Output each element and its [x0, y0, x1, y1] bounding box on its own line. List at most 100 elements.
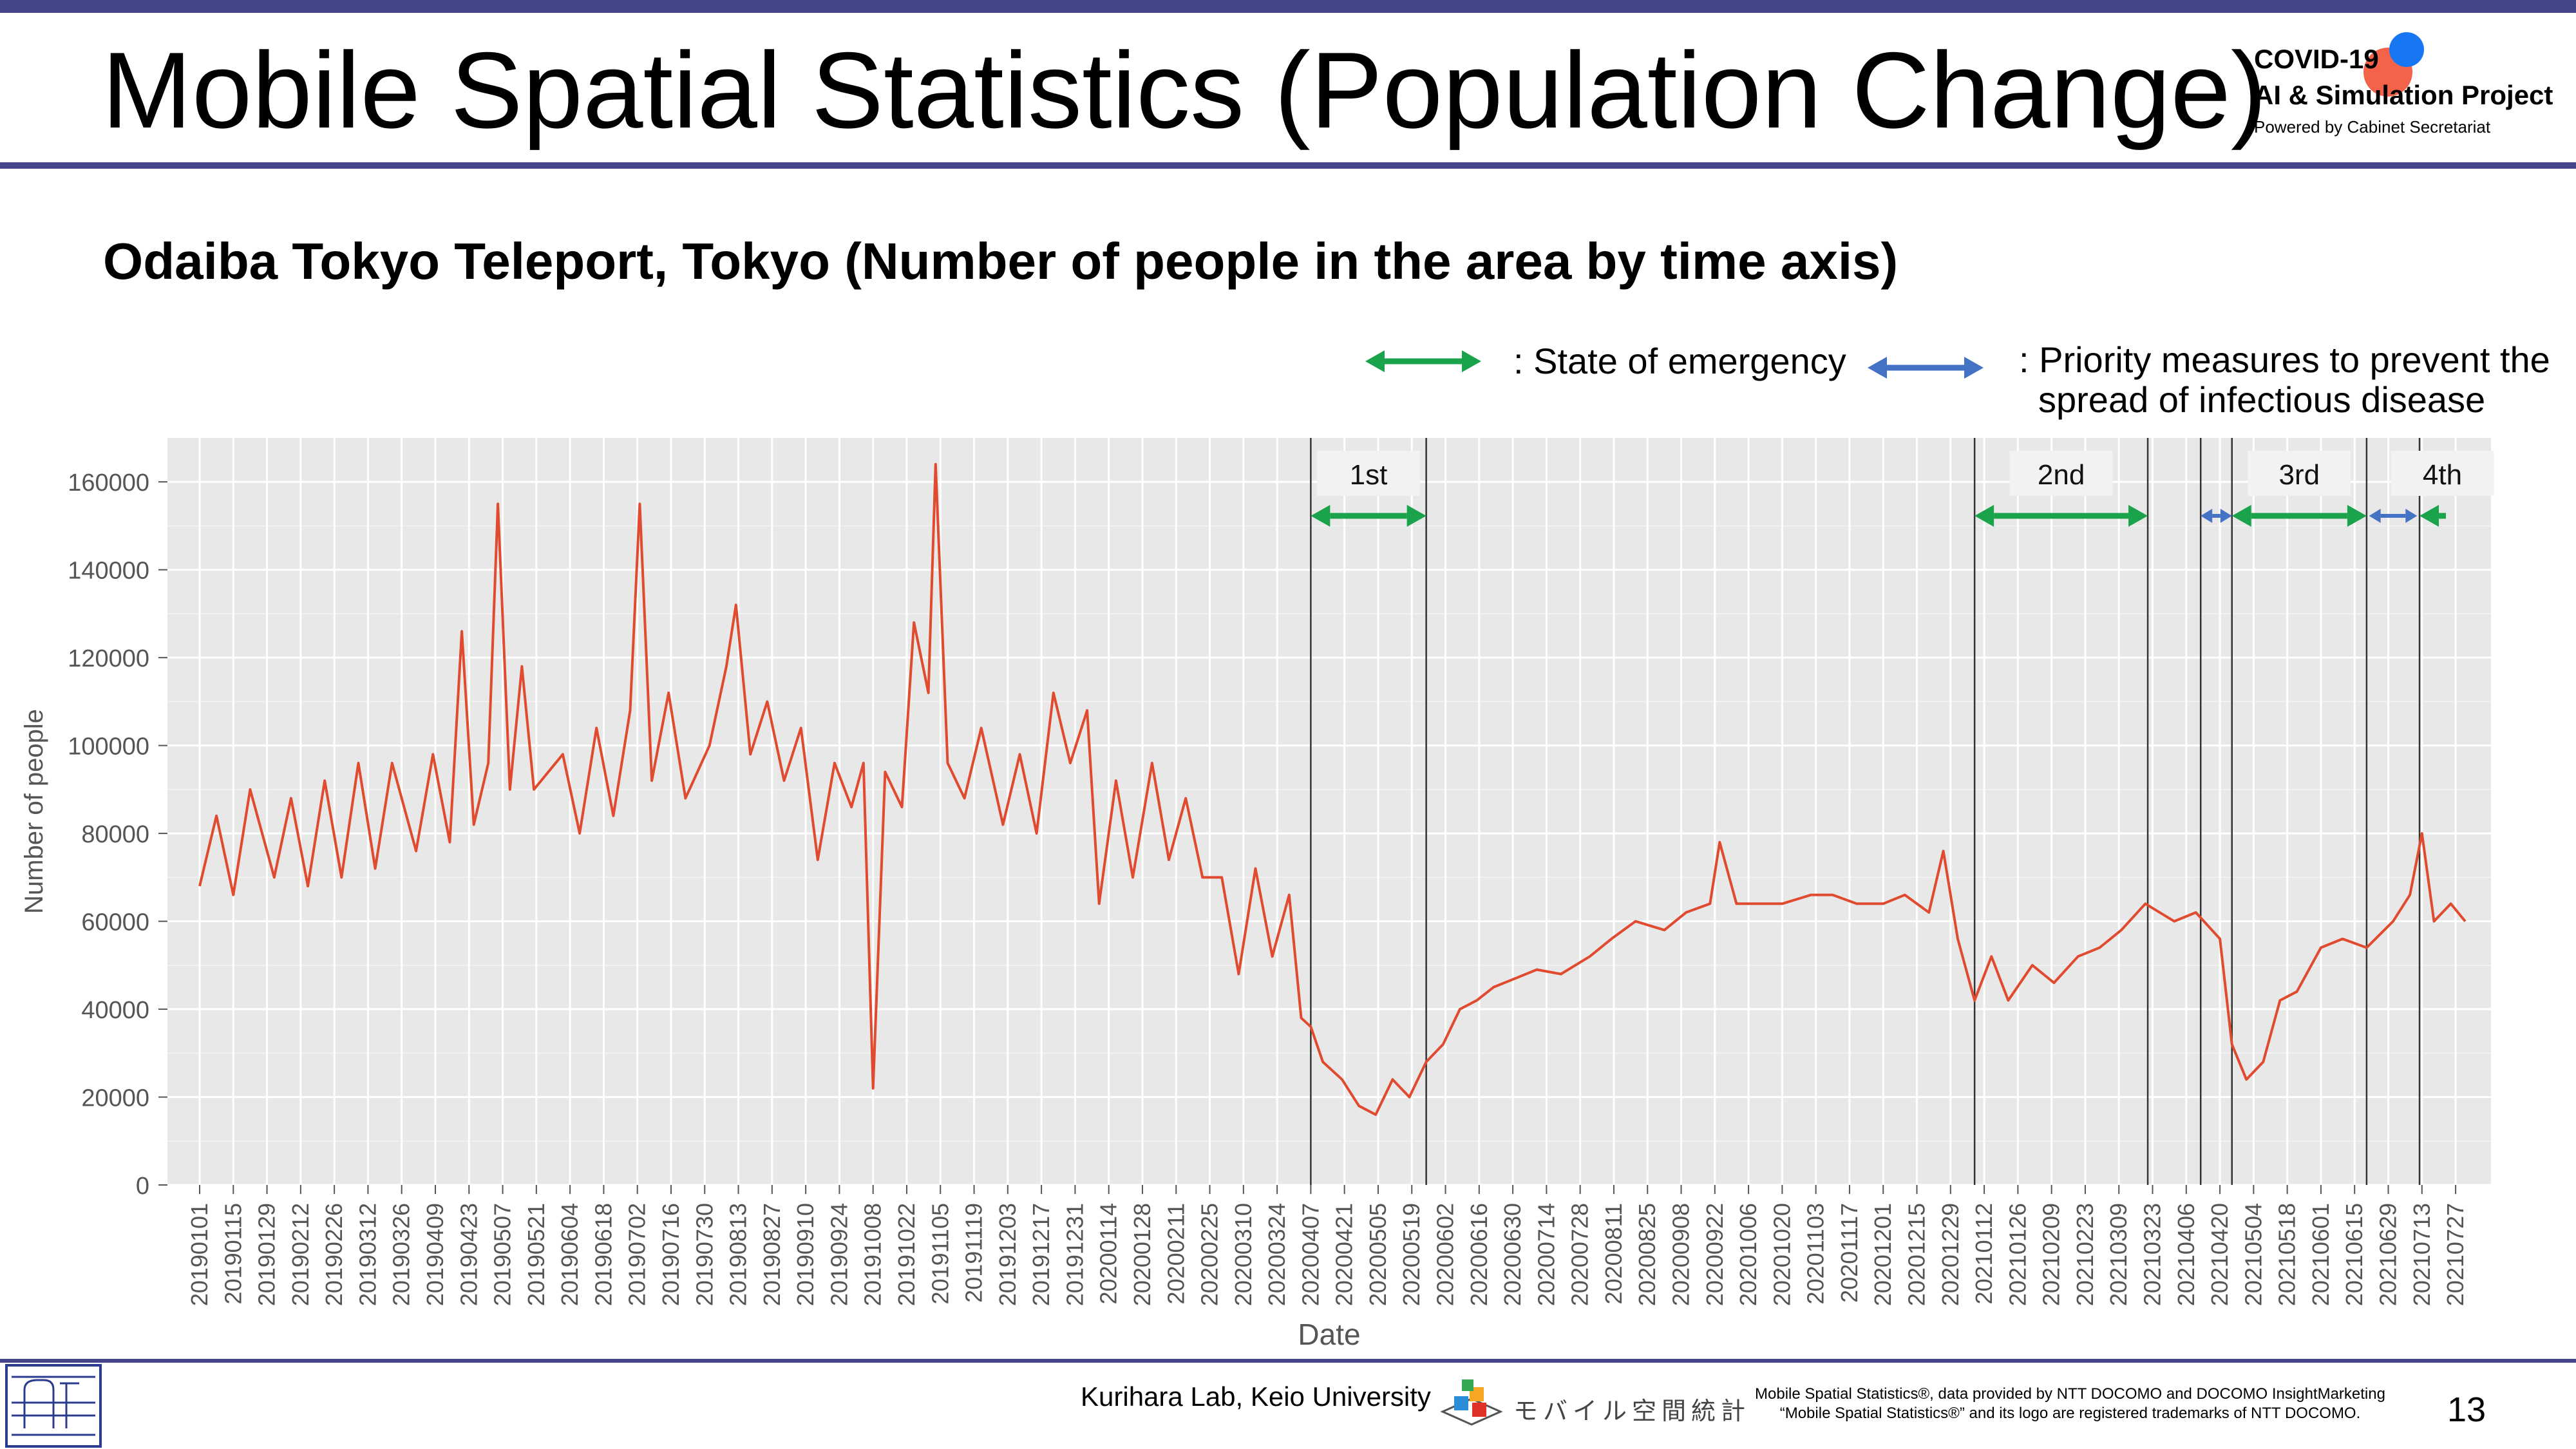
x-tick-label: 20210406 — [2173, 1203, 2199, 1306]
x-tick-label: 20190129 — [254, 1203, 280, 1306]
x-tick-label: 20191105 — [927, 1203, 953, 1305]
y-tick-label: 140000 — [68, 558, 149, 585]
y-tick-label: 20000 — [81, 1085, 149, 1112]
legend-priority-label: : Priority measures to prevent the sprea… — [2019, 340, 2550, 420]
x-tick-label: 20190813 — [725, 1203, 752, 1306]
logo-dot-blue — [2389, 32, 2424, 67]
x-tick-label: 20190604 — [556, 1203, 583, 1306]
x-tick-label: 20200421 — [1331, 1203, 1358, 1306]
footer-notice: Mobile Spatial Statistics®, data provide… — [1737, 1385, 2403, 1423]
x-tick-label: 20190827 — [759, 1203, 785, 1306]
mobile-logo-text: モバイル空間統計 — [1513, 1397, 1751, 1425]
x-tick-label: 20200114 — [1095, 1203, 1122, 1305]
x-tick-label: 20200630 — [1499, 1203, 1526, 1306]
y-tick-label: 120000 — [68, 645, 149, 672]
x-tick-label: 20190212 — [287, 1203, 314, 1306]
lab-logo-icon — [5, 1364, 102, 1448]
x-tick-label: 20191022 — [893, 1203, 920, 1306]
header-divider — [0, 162, 2576, 169]
x-tick-label: 20200728 — [1567, 1203, 1593, 1306]
x-tick-label: 20200616 — [1466, 1203, 1492, 1306]
y-tick-label: 100000 — [68, 734, 149, 761]
legend-emergency-arrow — [1365, 350, 1481, 372]
period-label-box — [2391, 451, 2494, 496]
period-label: 3rd — [2279, 459, 2320, 491]
x-tick-label: 20190423 — [455, 1203, 482, 1306]
period-arrow-head-right — [1406, 505, 1426, 527]
x-tick-label: 20190507 — [489, 1203, 516, 1306]
y-tick-label: 160000 — [68, 469, 149, 497]
x-tick-label: 20190312 — [354, 1203, 381, 1306]
x-tick-label: 20210126 — [2004, 1203, 2031, 1306]
y-tick-label: 0 — [136, 1173, 149, 1200]
period-arrow-head-right — [2405, 509, 2418, 523]
x-tick-label: 20210629 — [2374, 1203, 2401, 1306]
footer-lab-name: Kurihara Lab, Keio University — [1081, 1381, 1431, 1412]
plot-background — [167, 438, 2491, 1185]
y-tick-label: 80000 — [81, 821, 149, 848]
x-tick-label: 20210309 — [2105, 1203, 2132, 1306]
x-tick-label: 20190730 — [691, 1203, 717, 1306]
footer-divider — [0, 1359, 2576, 1363]
x-tick-label: 20191008 — [860, 1203, 886, 1306]
legend-priority-line2: spread of infectious disease — [2038, 379, 2486, 420]
x-tick-label: 20210504 — [2240, 1203, 2266, 1306]
x-tick-label: 20200825 — [1634, 1203, 1660, 1306]
x-tick-label: 20210223 — [2072, 1203, 2098, 1306]
period-arrow-head-left — [1311, 505, 1331, 527]
x-tick-label: 20200128 — [1129, 1203, 1155, 1306]
x-tick-label: 20200519 — [1398, 1203, 1425, 1306]
page-number: 13 — [2447, 1390, 2486, 1429]
x-tick-label: 20210209 — [2038, 1203, 2065, 1306]
period-arrow-head-right — [2128, 505, 2148, 527]
mobile-spatial-logo: モバイル空間統計 — [1436, 1373, 1745, 1435]
x-tick-label: 20200310 — [1230, 1203, 1256, 1306]
population-series-line — [198, 462, 2467, 1116]
x-tick-label: 20201006 — [1735, 1203, 1761, 1306]
period-arrow-head-left — [2420, 505, 2439, 527]
x-tick-label: 20190924 — [826, 1203, 852, 1306]
x-tick-label: 20210601 — [2307, 1203, 2334, 1306]
period-arrow-head-left — [2201, 509, 2213, 523]
x-tick-label: 20190618 — [590, 1203, 616, 1306]
period-arrow-head-right — [2347, 505, 2367, 527]
x-tick-label: 20190716 — [658, 1203, 684, 1306]
x-tick-label: 20210323 — [2139, 1203, 2166, 1306]
logo-line3: Powered by Cabinet Secretariat — [2254, 117, 2491, 137]
logo-line1: COVID-19 — [2254, 44, 2379, 74]
legend-emergency-label: : State of emergency — [1513, 341, 1846, 381]
x-tick-label: 20190702 — [624, 1203, 650, 1306]
legend-priority-line1: : Priority measures to prevent the — [2019, 339, 2550, 380]
x-tick-label: 20190101 — [186, 1203, 213, 1306]
x-tick-label: 20201215 — [1904, 1203, 1930, 1306]
period-label-box — [1317, 451, 1421, 496]
x-tick-label: 20200225 — [1197, 1203, 1223, 1306]
x-tick-label: 20190910 — [792, 1203, 819, 1306]
y-axis-label: Number of people — [20, 709, 48, 914]
top-band — [0, 0, 2576, 13]
x-tick-label: 20210518 — [2274, 1203, 2300, 1306]
x-tick-label: 20191231 — [1061, 1203, 1088, 1306]
x-tick-label: 20201103 — [1803, 1203, 1829, 1305]
x-tick-label: 20210615 — [2341, 1203, 2367, 1306]
x-tick-label: 20201201 — [1870, 1203, 1896, 1306]
period-label: 1st — [1350, 459, 1388, 491]
x-tick-label: 20200922 — [1701, 1203, 1728, 1306]
notice-line2: “Mobile Spatial Statistics®” and its log… — [1779, 1405, 2361, 1422]
x-tick-label: 20190115 — [220, 1203, 246, 1305]
page-title: Mobile Spatial Statistics (Population Ch… — [102, 30, 2267, 151]
x-tick-label: 20200324 — [1264, 1203, 1290, 1306]
covid-project-logo: COVID-19 AI & Simulation Project Powered… — [2248, 31, 2557, 147]
period-label: 2nd — [2038, 459, 2085, 491]
legend-priority-arrow — [1868, 357, 1984, 379]
period-label: 4th — [2423, 459, 2462, 491]
population-line-chart: 0 20000 40000 60000 80000 100000 120000 140000 1… — [20, 438, 2494, 1351]
x-tick-label: 20191119 — [961, 1203, 987, 1303]
x-tick-label: 20191203 — [994, 1203, 1021, 1306]
chart-subtitle: Odaiba Tokyo Teleport, Tokyo (Number of … — [103, 232, 1899, 290]
x-tick-label: 20200811 — [1600, 1203, 1627, 1305]
logo-line2: AI & Simulation Project — [2254, 80, 2553, 110]
period-arrow-head-left — [1975, 505, 1994, 527]
x-tick-label: 20200908 — [1668, 1203, 1694, 1306]
period-arrow-head-right — [2220, 509, 2232, 523]
